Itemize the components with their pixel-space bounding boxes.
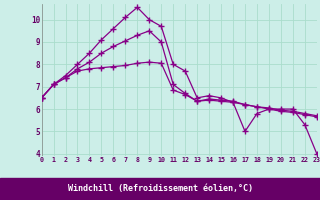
Text: Windchill (Refroidissement éolien,°C): Windchill (Refroidissement éolien,°C) [68,184,252,194]
